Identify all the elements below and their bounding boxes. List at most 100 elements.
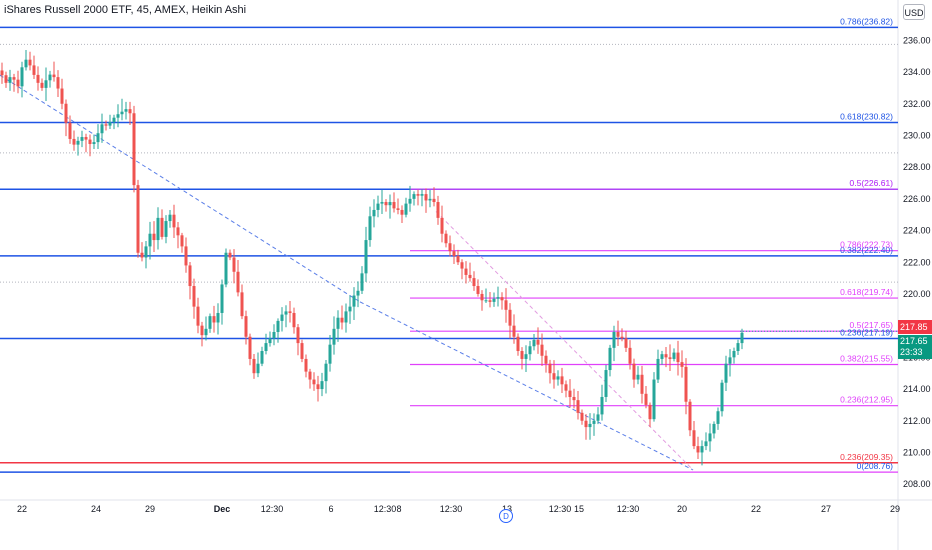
candle-body <box>528 346 532 355</box>
candle-body <box>488 300 492 302</box>
candle-body <box>132 113 136 186</box>
candle-body <box>160 217 164 237</box>
candle-body <box>284 311 288 315</box>
candle-body <box>560 376 564 385</box>
x-tick-label: 27 <box>821 504 831 514</box>
candle-body <box>236 271 240 293</box>
candle-body <box>620 336 624 339</box>
candle-body <box>552 373 556 380</box>
candle-body <box>600 396 604 415</box>
candle-body <box>440 217 444 234</box>
candle-body <box>436 202 440 218</box>
candle-body <box>120 111 124 115</box>
candle-body <box>612 331 616 348</box>
candle-body <box>244 316 248 337</box>
candle-body <box>124 109 128 112</box>
fib-level-label: 0.5(226.61) <box>850 178 894 188</box>
candle-body <box>592 420 596 424</box>
candle-body <box>140 252 144 258</box>
candle-body <box>740 332 744 344</box>
candle-body <box>704 441 708 447</box>
candle-body <box>516 336 520 352</box>
candle-body <box>408 198 412 204</box>
candle-body <box>184 246 188 266</box>
candle-body <box>496 297 500 299</box>
candle-body <box>264 343 268 352</box>
candle-body <box>288 311 292 313</box>
x-tick-label: 24 <box>91 504 101 514</box>
candle-body <box>520 351 524 359</box>
candle-body <box>596 414 600 421</box>
fib-level-label: 0.618(230.82) <box>840 111 893 121</box>
candle-body <box>716 411 720 424</box>
candle-body <box>448 243 452 252</box>
candle-body <box>432 198 436 203</box>
candle-body <box>428 198 432 201</box>
candle-body <box>660 354 664 359</box>
candle-body <box>468 274 472 279</box>
candle-body <box>548 363 552 374</box>
x-tick-label: 29 <box>145 504 155 514</box>
candle-body <box>576 400 580 413</box>
dividend-event-marker[interactable]: D <box>499 509 513 523</box>
candle-body <box>256 363 260 374</box>
x-tick-label: 6 <box>328 504 333 514</box>
candle-body <box>444 233 448 244</box>
candle-body <box>572 396 576 401</box>
candle-body <box>44 80 48 88</box>
projection-line <box>0 74 361 303</box>
y-tick-label: 230.00 <box>903 130 931 140</box>
candle-body <box>296 327 300 344</box>
candle-body <box>32 65 36 75</box>
candle-body <box>416 194 420 196</box>
candle-body <box>16 79 20 87</box>
candle-body <box>224 252 228 285</box>
x-tick-label: 12:30 <box>549 504 572 514</box>
candle-body <box>728 357 732 364</box>
candle-body <box>472 278 476 287</box>
y-tick-label: 224.00 <box>903 226 931 236</box>
candle-body <box>12 77 16 80</box>
candle-body <box>512 325 516 337</box>
candle-body <box>720 382 724 412</box>
fib-level-label: 0.786(236.82) <box>840 16 893 26</box>
candle-body <box>712 423 716 434</box>
candle-body <box>136 185 140 253</box>
candle-body <box>64 103 68 123</box>
candle-body <box>276 320 280 332</box>
fib-level-label: 0.618(219.74) <box>840 287 893 297</box>
candle-body <box>540 344 544 356</box>
candle-body <box>492 298 496 302</box>
candle-body <box>148 233 152 247</box>
candle-body <box>412 194 416 199</box>
candle-body <box>192 286 196 307</box>
x-tick-label: 22 <box>751 504 761 514</box>
candle-body <box>0 70 4 76</box>
candle-body <box>452 251 456 256</box>
candle-body <box>4 75 8 83</box>
candle-body <box>68 122 72 139</box>
currency-button[interactable]: USD <box>903 4 925 20</box>
candle-body <box>568 390 572 397</box>
candle-body <box>204 328 208 336</box>
candle-body <box>652 379 656 420</box>
candle-body <box>60 88 64 104</box>
candle-body <box>644 393 648 405</box>
candle-body <box>48 74 52 81</box>
x-tick-label: 15 <box>574 504 584 514</box>
candle-body <box>476 286 480 294</box>
candle-body <box>504 300 508 310</box>
candle-body <box>152 233 156 241</box>
candle-body <box>228 252 232 258</box>
y-tick-label: 214.00 <box>903 384 931 394</box>
candle-body <box>232 257 236 272</box>
candle-body <box>616 331 620 337</box>
candle-body <box>464 268 468 275</box>
y-tick-label: 212.00 <box>903 416 931 426</box>
x-tick-label: Dec <box>214 504 231 514</box>
y-tick-label: 228.00 <box>903 162 931 172</box>
candle-body <box>156 217 160 241</box>
fib-level-label: 0.236(209.35) <box>840 452 893 462</box>
candle-body <box>100 124 104 134</box>
x-tick-label: 12:30 <box>617 504 640 514</box>
